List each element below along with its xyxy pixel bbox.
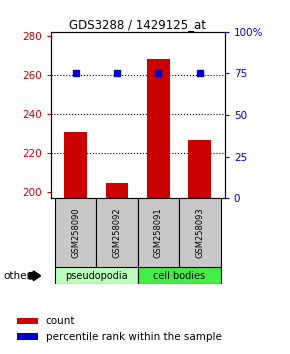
Bar [147, 59, 170, 198]
Bar [106, 183, 128, 198]
Text: other: other [3, 271, 31, 281]
Bar [138, 198, 179, 267]
Bar [64, 132, 87, 198]
Bar [96, 198, 138, 267]
Title: GDS3288 / 1429125_at: GDS3288 / 1429125_at [69, 18, 206, 31]
Text: GSM258091: GSM258091 [154, 207, 163, 258]
Bar [17, 318, 38, 324]
Text: cell bodies: cell bodies [153, 271, 205, 281]
Bar [138, 267, 221, 284]
Text: count: count [46, 316, 75, 326]
Text: GSM258093: GSM258093 [195, 207, 204, 258]
Bar [55, 267, 138, 284]
Bar [55, 198, 96, 267]
Text: GSM258090: GSM258090 [71, 207, 80, 258]
Bar [188, 139, 211, 198]
Bar [17, 333, 38, 340]
Text: pseudopodia: pseudopodia [65, 271, 128, 281]
Bar [179, 198, 221, 267]
Text: GSM258092: GSM258092 [113, 207, 122, 258]
Text: percentile rank within the sample: percentile rank within the sample [46, 332, 222, 342]
